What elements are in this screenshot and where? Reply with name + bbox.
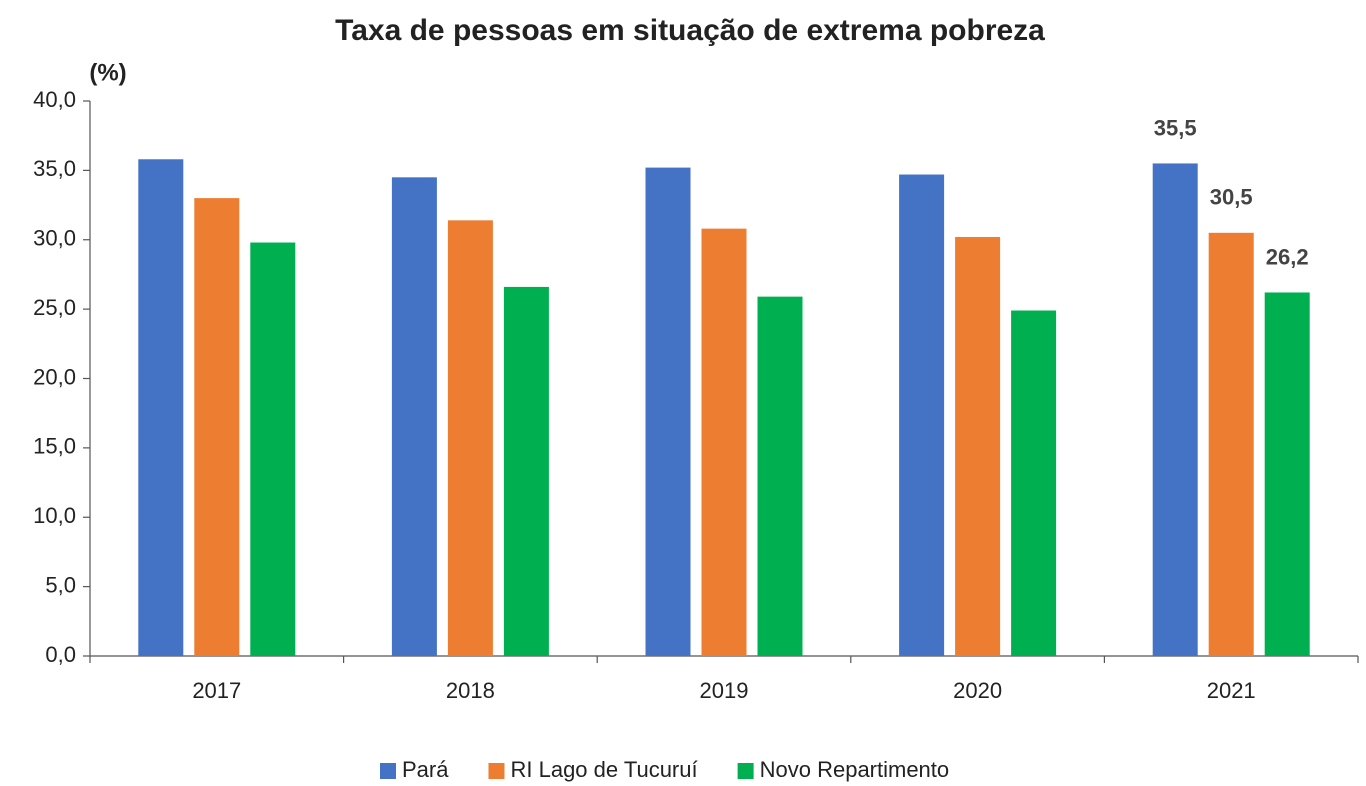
data-label: 26,2 bbox=[1266, 244, 1309, 269]
data-label: 30,5 bbox=[1210, 185, 1253, 210]
y-tick-label: 40,0 bbox=[33, 87, 76, 112]
bar bbox=[955, 236, 1001, 656]
x-tick-label: 2017 bbox=[192, 678, 241, 703]
y-tick-label: 25,0 bbox=[33, 295, 76, 320]
y-tick-label: 5,0 bbox=[45, 572, 76, 597]
legend-swatch bbox=[488, 763, 505, 779]
bar bbox=[1011, 310, 1057, 656]
bar bbox=[1208, 232, 1254, 656]
bar bbox=[1152, 163, 1198, 656]
bar bbox=[757, 296, 803, 656]
y-axis-label: (%) bbox=[89, 59, 126, 86]
bar bbox=[503, 286, 549, 656]
bar bbox=[194, 198, 240, 656]
y-tick-label: 15,0 bbox=[33, 434, 76, 459]
legend-swatch bbox=[380, 763, 396, 779]
bar bbox=[138, 159, 184, 656]
y-tick-label: 0,0 bbox=[45, 642, 76, 667]
bar bbox=[447, 220, 493, 656]
y-tick-label: 20,0 bbox=[33, 364, 76, 389]
bar bbox=[899, 174, 945, 656]
chart-title: Taxa de pessoas em situação de extrema p… bbox=[335, 14, 1045, 47]
legend-label: RI Lago de Tucuruí bbox=[510, 757, 697, 782]
legend-label: Pará bbox=[402, 757, 449, 782]
x-tick-label: 2021 bbox=[1207, 678, 1256, 703]
bar bbox=[250, 242, 296, 656]
y-tick-label: 10,0 bbox=[33, 503, 76, 528]
legend-label: Novo Repartimento bbox=[760, 757, 950, 782]
y-tick-label: 35,0 bbox=[33, 156, 76, 181]
x-tick-label: 2020 bbox=[953, 678, 1002, 703]
legend-swatch bbox=[737, 763, 754, 779]
data-label: 35,5 bbox=[1154, 115, 1197, 140]
bar bbox=[391, 177, 437, 656]
bar bbox=[701, 228, 747, 656]
x-tick-label: 2019 bbox=[700, 678, 749, 703]
y-tick-label: 30,0 bbox=[33, 226, 76, 251]
x-tick-label: 2018 bbox=[446, 678, 495, 703]
bar bbox=[1264, 292, 1310, 656]
bar bbox=[645, 167, 691, 656]
